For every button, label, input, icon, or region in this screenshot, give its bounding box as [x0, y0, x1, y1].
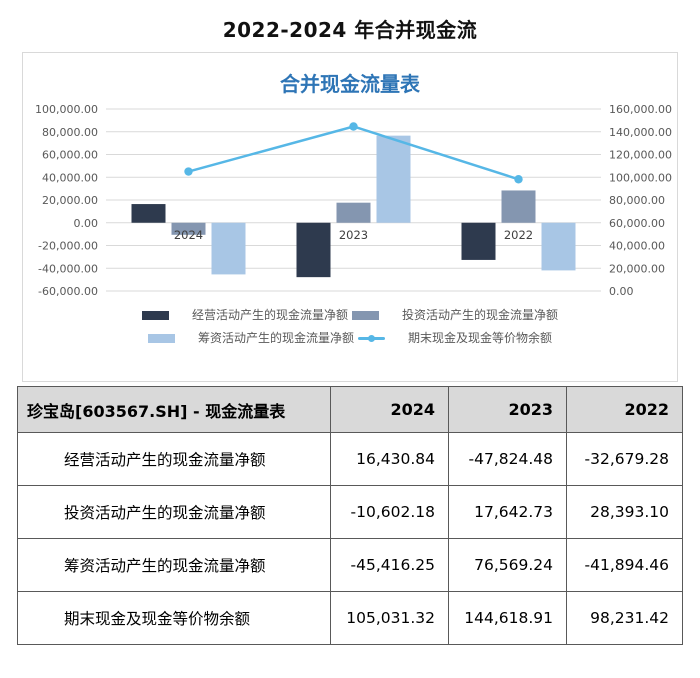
legend-row: 筹资活动产生的现金流量净额 期末现金及现金等价物余额	[146, 331, 554, 345]
right-axis-tick: 160,000.00	[609, 103, 672, 116]
legend-item: 投资活动产生的现金流量净额	[352, 308, 558, 322]
legend-item: 经营活动产生的现金流量净额	[141, 308, 348, 322]
table-header: 珍宝岛[603567.SH] - 现金流量表 2024 2023 2022	[17, 386, 683, 433]
legend-item: 期末现金及现金等价物余额	[358, 331, 552, 345]
left-axis-tick: 20,000.00	[42, 194, 98, 207]
row-value: 105,031.32	[330, 591, 449, 645]
table-header-year: 2023	[448, 386, 567, 433]
table-title: 珍宝岛[603567.SH] - 现金流量表	[17, 386, 331, 433]
bar-2023-s1	[336, 202, 371, 223]
table-body: 经营活动产生的现金流量净额 16,430.84 -47,824.48 -32,679.…	[17, 432, 683, 645]
row-value: 28,393.10	[566, 485, 683, 539]
row-value: 76,569.24	[448, 538, 567, 592]
right-axis-tick: 140,000.00	[609, 126, 672, 139]
left-axis-tick: 60,000.00	[42, 149, 98, 162]
row-value: -47,824.48	[448, 432, 567, 486]
cash-flow-chart: 100,000.00 160,000.00 80,000.00 140,000.00 6…	[35, 103, 672, 298]
left-axis-tick: 80,000.00	[42, 126, 98, 139]
legend-label: 经营活动产生的现金流量净额	[191, 308, 348, 322]
table-header-year: 2022	[566, 386, 683, 433]
category-label: 2023	[339, 228, 368, 242]
table-header-year: 2024	[330, 386, 449, 433]
bar-2022-s1	[501, 190, 536, 223]
right-axis-tick: 40,000.00	[609, 240, 665, 253]
cash-flow-table: 珍宝岛[603567.SH] - 现金流量表 2024 2023 2022 经营活动产…	[17, 386, 683, 645]
left-axis-tick: 40,000.00	[42, 171, 98, 184]
right-axis-tick: 60,000.00	[609, 217, 665, 230]
legend-swatch-icon	[352, 310, 379, 320]
legend-swatch-icon	[147, 333, 175, 343]
row-label: 筹资活动产生的现金流量净额	[17, 538, 331, 592]
left-axis-tick: -40,000.00	[38, 262, 98, 275]
table-row: 期末现金及现金等价物余额 105,031.32 144,618.91 98,231.4…	[17, 591, 683, 645]
table-row: 投资活动产生的现金流量净额 -10,602.18 17,642.73 28,393.1…	[17, 485, 683, 539]
right-axis-tick: 120,000.00	[609, 149, 672, 162]
right-axis-tick: 0.00	[609, 285, 634, 298]
table-row: 经营活动产生的现金流量净额 16,430.84 -47,824.48 -32,679.…	[17, 432, 683, 486]
right-axis-tick: 20,000.00	[609, 262, 665, 275]
left-axis-tick: 0.00	[74, 217, 99, 230]
row-value: 16,430.84	[330, 432, 449, 486]
bar-2024-s1	[171, 222, 206, 235]
row-label: 经营活动产生的现金流量净额	[17, 432, 331, 486]
row-value: -45,416.25	[330, 538, 449, 592]
row-value: -10,602.18	[330, 485, 449, 539]
line-marker	[349, 122, 358, 131]
page-title: 2022-2024 年合并现金流	[222, 18, 478, 42]
bar-2024-s0	[131, 204, 166, 223]
left-axis-tick: -60,000.00	[38, 285, 98, 298]
row-value: 98,231.42	[566, 591, 683, 645]
left-axis-tick: 100,000.00	[35, 103, 98, 116]
right-axis-tick: 100,000.00	[609, 171, 672, 184]
bar-2022-s0	[461, 222, 496, 260]
table-row: 筹资活动产生的现金流量净额 -45,416.25 76,569.24 -41,894.…	[17, 538, 683, 592]
row-label: 期末现金及现金等价物余额	[17, 591, 331, 645]
left-axis-tick: -20,000.00	[38, 240, 98, 253]
chart-panel: 合并现金流量表 100,000.00 160,000.00 80,000.00 140…	[22, 52, 678, 382]
category-label: 2022	[504, 228, 533, 242]
line-marker	[184, 167, 193, 176]
row-value: -32,679.28	[566, 432, 683, 486]
legend-label: 期末现金及现金等价物余额	[408, 331, 553, 345]
chart-title: 合并现金流量表	[280, 72, 420, 96]
row-value: 144,618.91	[448, 591, 567, 645]
table-header-row: 珍宝岛[603567.SH] - 现金流量表 2024 2023 2022	[17, 386, 683, 433]
bar-2023-s0	[296, 222, 331, 278]
category-label: 2024	[174, 228, 203, 242]
right-axis-tick: 80,000.00	[609, 194, 665, 207]
row-value: -41,894.46	[566, 538, 683, 592]
row-value: 17,642.73	[448, 485, 567, 539]
bar-2022-s2	[541, 222, 576, 271]
legend-line-marker-icon	[358, 334, 385, 343]
legend-label: 投资活动产生的现金流量净额	[402, 308, 559, 322]
bar-2023-s2	[376, 135, 411, 223]
line-series	[187, 125, 520, 181]
row-label: 投资活动产生的现金流量净额	[17, 485, 331, 539]
legend-row: 经营活动产生的现金流量净额 投资活动产生的现金流量净额	[140, 308, 560, 322]
legend-swatch-icon	[141, 310, 169, 320]
line-marker	[514, 175, 523, 184]
legend-label: 筹资活动产生的现金流量净额	[197, 331, 354, 345]
chart-legend: 经营活动产生的现金流量净额 投资活动产生的现金流量净额筹资活动产生的现金流量净额 期…	[23, 308, 677, 354]
legend-item: 筹资活动产生的现金流量净额	[147, 331, 354, 345]
bar-2024-s2	[211, 222, 246, 275]
